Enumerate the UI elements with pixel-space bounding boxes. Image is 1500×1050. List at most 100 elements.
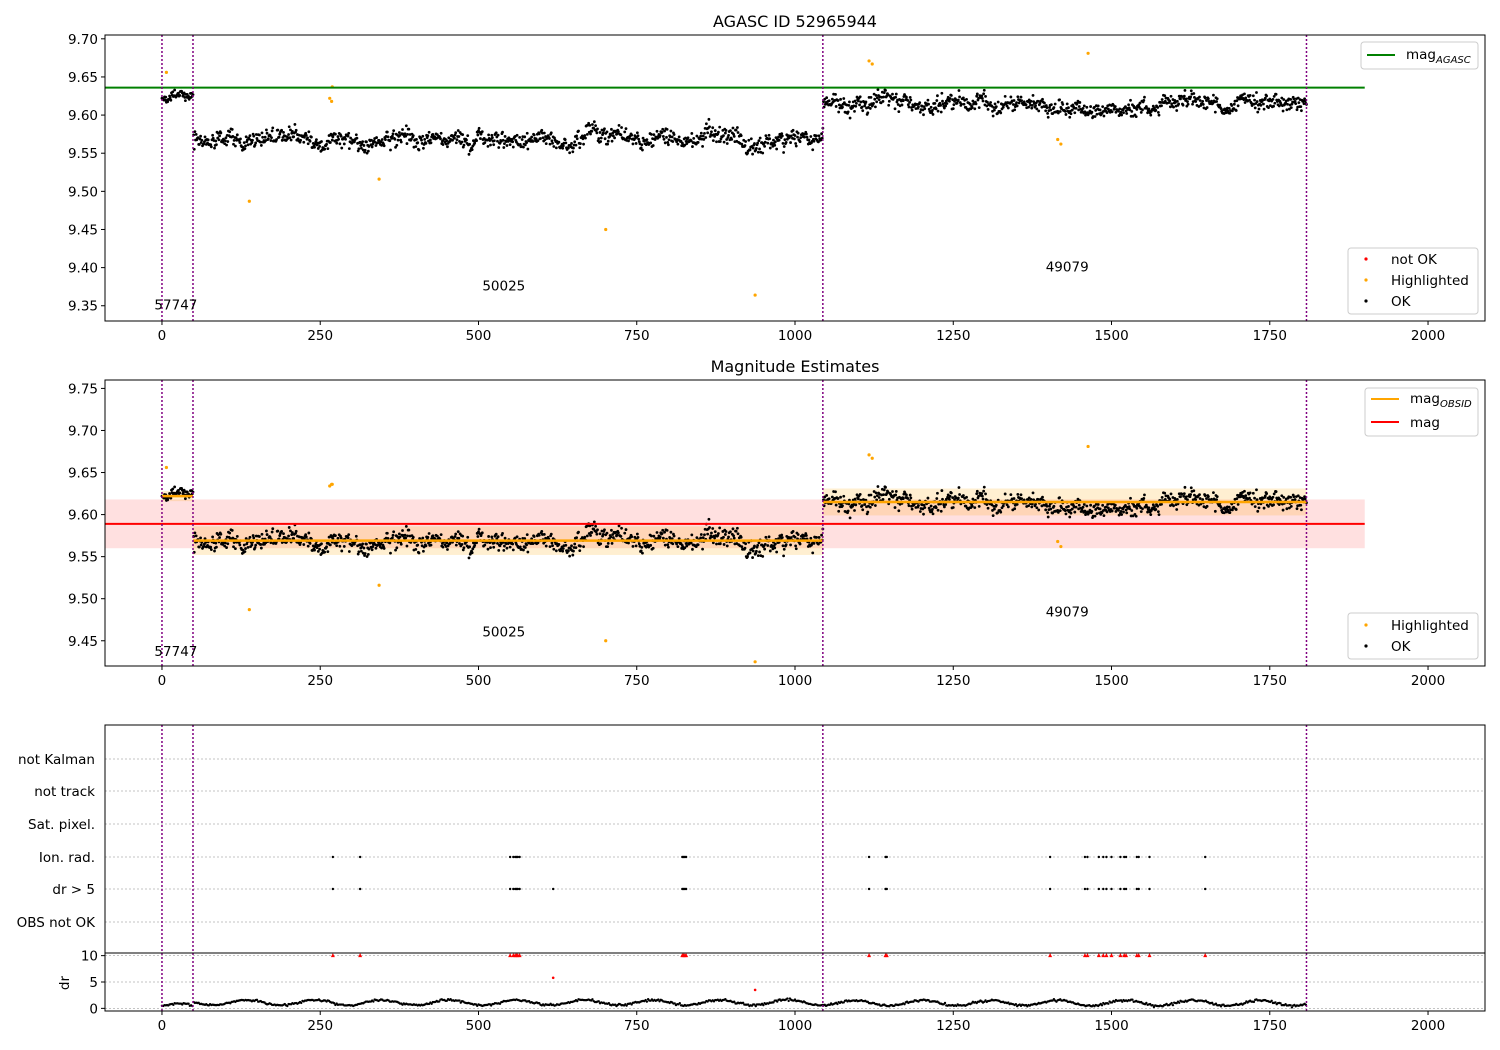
ok-point <box>536 139 540 143</box>
ok-point <box>780 134 784 138</box>
ok-point <box>318 145 321 148</box>
ok-point <box>1212 491 1215 495</box>
ok-point <box>975 492 979 496</box>
svg-text:magAGASC: magAGASC <box>1406 47 1471 66</box>
ok-point <box>454 141 458 145</box>
ok-point <box>1149 113 1153 117</box>
ok-point <box>525 131 529 135</box>
ok-point <box>1186 102 1190 106</box>
ok-point <box>724 129 728 132</box>
ok-point <box>1299 503 1303 507</box>
ok-point <box>494 532 498 536</box>
ok-point <box>931 512 935 516</box>
ok-point <box>1180 492 1184 496</box>
ok-point <box>398 535 402 539</box>
ok-point <box>582 545 585 549</box>
ok-point <box>901 99 905 103</box>
ok-point <box>735 126 739 129</box>
ok-point <box>200 138 204 142</box>
ok-point <box>846 509 850 513</box>
ok-point <box>1198 95 1201 99</box>
ok-point <box>1046 115 1050 119</box>
ok-point <box>224 136 228 140</box>
flag-event <box>516 887 519 891</box>
ok-point <box>825 494 829 497</box>
ok-point <box>958 493 961 496</box>
ok-point <box>876 485 880 488</box>
ok-point <box>206 138 210 142</box>
ok-point <box>570 544 573 548</box>
ok-point <box>215 545 218 549</box>
ok-point <box>307 531 311 535</box>
ok-point <box>823 495 827 499</box>
ok-point <box>1206 97 1210 101</box>
ok-point <box>392 530 396 534</box>
ok-point <box>259 543 263 546</box>
ok-point <box>1230 104 1234 107</box>
ok-point <box>250 141 254 144</box>
ok-point <box>495 537 499 541</box>
ok-point <box>627 139 630 143</box>
ok-point <box>388 541 392 545</box>
ok-point <box>370 548 374 552</box>
ok-point <box>1151 503 1155 507</box>
dr-point <box>1178 1001 1181 1004</box>
ok-point <box>518 545 522 549</box>
ok-point <box>542 532 546 536</box>
ok-point <box>1184 495 1188 499</box>
ok-point <box>315 546 319 549</box>
ok-point <box>970 106 974 109</box>
ok-point <box>753 142 756 145</box>
ok-point <box>596 528 599 532</box>
ok-point <box>1293 498 1297 501</box>
ok-point <box>734 128 738 132</box>
ok-point <box>357 147 361 151</box>
ok-point <box>304 131 308 135</box>
ok-point <box>468 545 472 549</box>
ok-point <box>866 510 870 514</box>
ok-point <box>893 506 897 509</box>
ok-point <box>349 136 353 140</box>
ok-point <box>1156 106 1160 109</box>
ok-point <box>320 140 323 143</box>
ok-point <box>927 506 931 510</box>
ok-point <box>426 535 430 539</box>
ok-point <box>781 544 785 548</box>
agasc-xtick-label: 250 <box>307 328 333 344</box>
ok-point <box>649 133 653 136</box>
ok-point <box>794 544 798 548</box>
flag-event <box>1105 855 1108 859</box>
ok-point <box>996 100 1000 104</box>
ok-point <box>710 130 713 134</box>
ok-point <box>1124 105 1127 109</box>
ok-point <box>461 548 465 552</box>
ok-point <box>511 548 515 552</box>
ok-point <box>875 96 879 100</box>
dr-point <box>1279 1002 1282 1005</box>
ok-point <box>1005 503 1009 507</box>
ok-point <box>666 543 670 547</box>
ok-point <box>699 536 703 540</box>
ok-point <box>547 137 551 140</box>
ok-point <box>1110 509 1114 513</box>
dr-clipped-marker <box>508 953 513 958</box>
ok-point <box>467 556 471 560</box>
ok-point <box>356 552 360 556</box>
ok-point <box>525 533 529 537</box>
ok-point <box>663 530 666 534</box>
dr-point <box>1107 1002 1110 1005</box>
ok-point <box>277 135 281 139</box>
ok-point <box>394 145 397 149</box>
ok-point <box>407 528 411 532</box>
ok-point <box>993 108 996 112</box>
ok-point <box>185 93 189 96</box>
ok-point <box>1100 511 1104 515</box>
ok-point <box>334 132 337 136</box>
ok-point <box>347 147 351 151</box>
ok-point <box>252 134 256 138</box>
ok-point <box>518 135 522 139</box>
ok-point <box>1224 111 1228 115</box>
ok-point <box>1273 101 1277 105</box>
ok-point <box>254 141 258 145</box>
ok-point <box>768 549 772 553</box>
